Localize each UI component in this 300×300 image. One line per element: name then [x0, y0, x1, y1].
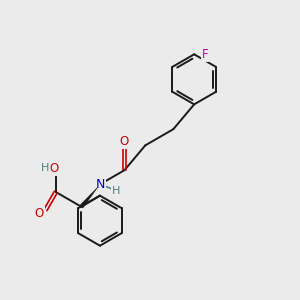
Polygon shape [80, 187, 98, 208]
Text: O: O [120, 135, 129, 148]
Text: O: O [34, 207, 44, 220]
Text: F: F [202, 48, 208, 61]
Text: N: N [96, 178, 105, 191]
Text: H: H [40, 164, 49, 173]
Text: H: H [112, 186, 120, 196]
Text: O: O [50, 162, 59, 175]
